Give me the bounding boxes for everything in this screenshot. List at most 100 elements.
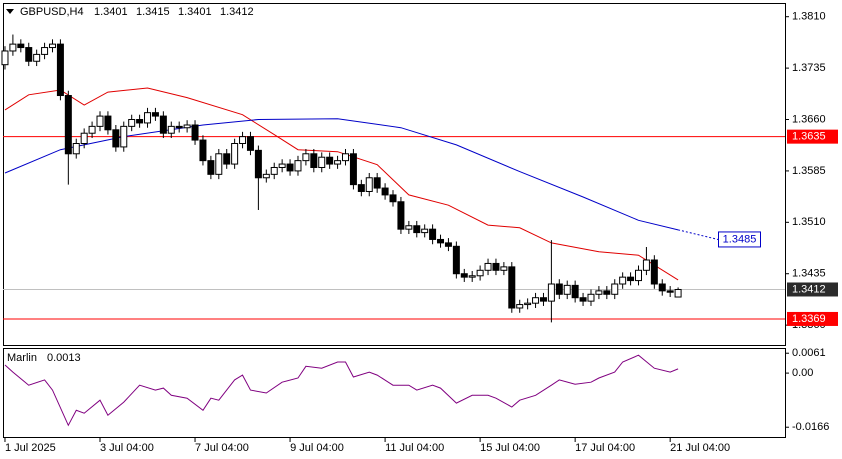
- candle-body: [389, 194, 397, 203]
- candle-body: [136, 119, 144, 124]
- candle-body: [627, 276, 635, 282]
- candle-body: [397, 201, 405, 230]
- candle-body: [223, 153, 231, 165]
- candle-body: [33, 53, 41, 62]
- ma-projection: [677, 229, 719, 240]
- x-tick-label: 9 Jul 04:00: [290, 442, 344, 454]
- candle-body: [444, 242, 452, 247]
- candle-body: [666, 290, 674, 293]
- candle-body: [310, 153, 318, 168]
- candle-body: [151, 112, 159, 117]
- candle-body: [128, 119, 136, 127]
- x-tick-label: 17 Jul 04:00: [575, 442, 635, 454]
- candle-body: [373, 177, 381, 189]
- candle-body: [547, 283, 555, 302]
- ohlc-close: 1.3412: [220, 6, 254, 18]
- candle-body: [405, 225, 413, 230]
- candle-body: [650, 259, 658, 285]
- chart-title: GBPUSD,H4: [20, 6, 84, 18]
- candle-body: [270, 166, 278, 175]
- y-tick-label: 1.3435: [792, 268, 826, 280]
- candle-body: [183, 124, 191, 129]
- ohlc-high: 1.3415: [136, 6, 170, 18]
- candle-body: [112, 129, 120, 148]
- candle-body: [17, 43, 25, 49]
- x-tick-label: 21 Jul 04:00: [670, 442, 730, 454]
- candle-body: [571, 284, 579, 299]
- candle-body: [476, 269, 484, 277]
- candle-body: [603, 290, 611, 295]
- candle-body: [500, 266, 508, 271]
- candle-body: [579, 297, 587, 302]
- candle-body: [104, 115, 112, 131]
- candle-body: [563, 284, 571, 295]
- y-tick-label: 1.3585: [792, 165, 826, 177]
- candle-body: [468, 275, 476, 278]
- candle-body: [88, 125, 96, 134]
- candle-body: [539, 297, 547, 302]
- candle-body: [619, 276, 627, 285]
- y-tick-label: -0.0166: [792, 421, 829, 433]
- candle-body: [239, 136, 247, 145]
- x-tick-label: 11 Jul 04:00: [385, 442, 444, 454]
- ohlc-open: 1.3401: [94, 6, 128, 18]
- candle-body: [167, 125, 175, 134]
- candle-body: [484, 262, 492, 271]
- y-tick-label: 1.3810: [792, 11, 826, 23]
- candle-body: [159, 115, 167, 134]
- candle-body: [634, 269, 642, 282]
- candle-body: [246, 136, 254, 151]
- level-label: 1.3635: [792, 131, 826, 143]
- candle-body: [413, 225, 421, 234]
- candle-body: [587, 293, 595, 302]
- x-tick-label: 1 Jul 2025: [5, 442, 56, 454]
- y-tick-label: 1.3660: [792, 113, 826, 125]
- candle-body: [555, 283, 563, 295]
- candle-body: [460, 273, 468, 278]
- candle-body: [302, 153, 310, 162]
- candle-body: [144, 112, 152, 124]
- candle-body: [48, 43, 56, 49]
- y-tick-label: 0.00: [792, 367, 813, 379]
- candle-body: [595, 290, 603, 295]
- x-tick-label: 3 Jul 04:00: [100, 442, 154, 454]
- candle-body: [80, 132, 88, 145]
- candle-body: [611, 283, 619, 295]
- candle-body: [120, 125, 128, 148]
- candle-body: [365, 177, 373, 192]
- ohlc-low: 1.3401: [178, 6, 212, 18]
- candle-body: [674, 288, 682, 298]
- candle-body: [72, 143, 80, 155]
- candle-body: [437, 238, 445, 244]
- indicator-panel: [3, 348, 786, 438]
- candle-body: [318, 156, 326, 168]
- candle-body: [429, 228, 437, 240]
- candle-body: [326, 156, 334, 165]
- x-tick-label: 7 Jul 04:00: [195, 442, 249, 454]
- x-tick-label: 15 Jul 04:00: [480, 442, 540, 454]
- candle-body: [207, 160, 215, 175]
- indicator-line: [4, 354, 679, 427]
- main-panel: [3, 3, 786, 346]
- candle-body: [658, 283, 666, 292]
- candle-body: [452, 245, 460, 275]
- indicator-value: 0.0013: [47, 352, 81, 364]
- menu-triangle[interactable]: [6, 9, 14, 14]
- candle-body: [492, 262, 500, 271]
- candle-body: [334, 160, 342, 165]
- candle-body: [175, 125, 183, 129]
- candle-body: [278, 163, 286, 168]
- candle-body: [41, 47, 49, 55]
- candle-body: [508, 266, 516, 309]
- y-tick-label: 1.3735: [792, 62, 826, 74]
- candle-body: [381, 187, 389, 196]
- candle-body: [25, 47, 33, 62]
- candle-body: [96, 115, 104, 127]
- candle-body: [642, 259, 650, 271]
- y-tick-label: 0.0061: [792, 347, 826, 359]
- level-label-box: [787, 311, 838, 326]
- candle-body: [516, 304, 524, 309]
